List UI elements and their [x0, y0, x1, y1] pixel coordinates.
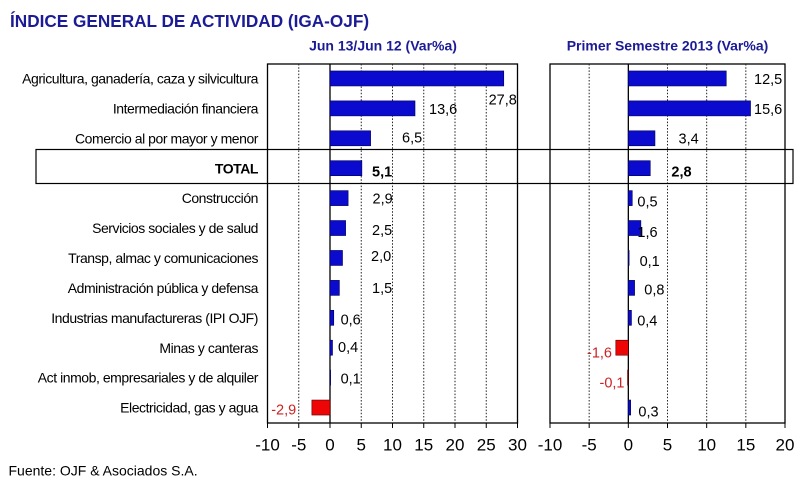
svg-text:Primer Semestre 2013 (Var%a): Primer Semestre 2013 (Var%a) [567, 38, 769, 54]
svg-text:ÍNDICE GENERAL DE ACTIVIDAD (I: ÍNDICE GENERAL DE ACTIVIDAD (IGA-OJF) [10, 11, 369, 31]
svg-text:5: 5 [357, 436, 366, 455]
svg-text:0,1: 0,1 [341, 372, 361, 388]
svg-text:Agricultura, ganadería, caza y: Agricultura, ganadería, caza y silvicult… [22, 71, 259, 87]
svg-text:-2,9: -2,9 [271, 403, 296, 419]
svg-text:Industrias manufactureras (IPI: Industrias manufactureras (IPI OJF) [51, 310, 258, 326]
svg-text:Transp, almac y comunicaciones: Transp, almac y comunicaciones [68, 250, 258, 266]
svg-text:Act inmob, empresariales y de: Act inmob, empresariales y de alquiler [38, 370, 259, 386]
svg-text:13,6: 13,6 [429, 102, 457, 118]
svg-text:10: 10 [697, 436, 716, 455]
svg-text:25: 25 [477, 436, 496, 455]
svg-text:Jun 13/Jun 12 (Var%a): Jun 13/Jun 12 (Var%a) [309, 38, 457, 54]
svg-text:0,1: 0,1 [640, 254, 660, 270]
svg-text:20: 20 [776, 436, 795, 455]
svg-text:3,4: 3,4 [679, 132, 699, 148]
svg-text:0: 0 [624, 436, 633, 455]
svg-text:0,4: 0,4 [338, 340, 358, 356]
svg-text:-10: -10 [538, 436, 563, 455]
svg-text:0,6: 0,6 [341, 313, 361, 329]
svg-text:0,5: 0,5 [637, 195, 657, 211]
svg-text:Intermediación financiera: Intermediación financiera [113, 101, 259, 117]
svg-text:15: 15 [736, 436, 755, 455]
svg-text:2,5: 2,5 [372, 223, 392, 239]
svg-text:-0,1: -0,1 [600, 376, 625, 392]
svg-text:20: 20 [446, 436, 465, 455]
svg-text:TOTAL: TOTAL [215, 160, 259, 176]
svg-text:10: 10 [383, 436, 402, 455]
svg-text:0,4: 0,4 [637, 314, 657, 330]
svg-text:2,9: 2,9 [373, 192, 393, 208]
svg-text:Electricidad, gas y agua: Electricidad, gas y agua [120, 400, 259, 416]
svg-text:2,0: 2,0 [371, 249, 391, 265]
svg-text:5,1: 5,1 [372, 165, 392, 181]
svg-text:0: 0 [325, 436, 334, 455]
svg-text:15,6: 15,6 [754, 102, 782, 118]
svg-text:1,6: 1,6 [637, 225, 657, 241]
svg-text:0,3: 0,3 [638, 405, 658, 421]
svg-text:-5: -5 [582, 436, 597, 455]
svg-text:Servicios sociales y de salud: Servicios sociales y de salud [92, 220, 258, 236]
svg-text:Construcción: Construcción [182, 190, 258, 206]
svg-text:-1,6: -1,6 [587, 346, 612, 362]
svg-text:Minas y canteras: Minas y canteras [159, 340, 258, 356]
svg-text:0,8: 0,8 [644, 282, 664, 298]
svg-text:12,5: 12,5 [754, 72, 782, 88]
svg-text:27,8: 27,8 [489, 93, 517, 109]
svg-text:2,8: 2,8 [671, 165, 691, 181]
svg-text:Administración pública y defen: Administración pública y defensa [68, 280, 259, 296]
svg-text:Comercio al por mayor y menor: Comercio al por mayor y menor [75, 130, 259, 146]
svg-text:Fuente: OJF & Asociados S.A.: Fuente: OJF & Asociados S.A. [9, 463, 198, 479]
svg-text:6,5: 6,5 [402, 131, 422, 147]
svg-text:1,5: 1,5 [372, 281, 392, 297]
svg-text:30: 30 [508, 436, 527, 455]
svg-text:-10: -10 [255, 436, 280, 455]
svg-text:15: 15 [414, 436, 433, 455]
svg-text:5: 5 [663, 436, 672, 455]
svg-text:-5: -5 [291, 436, 306, 455]
